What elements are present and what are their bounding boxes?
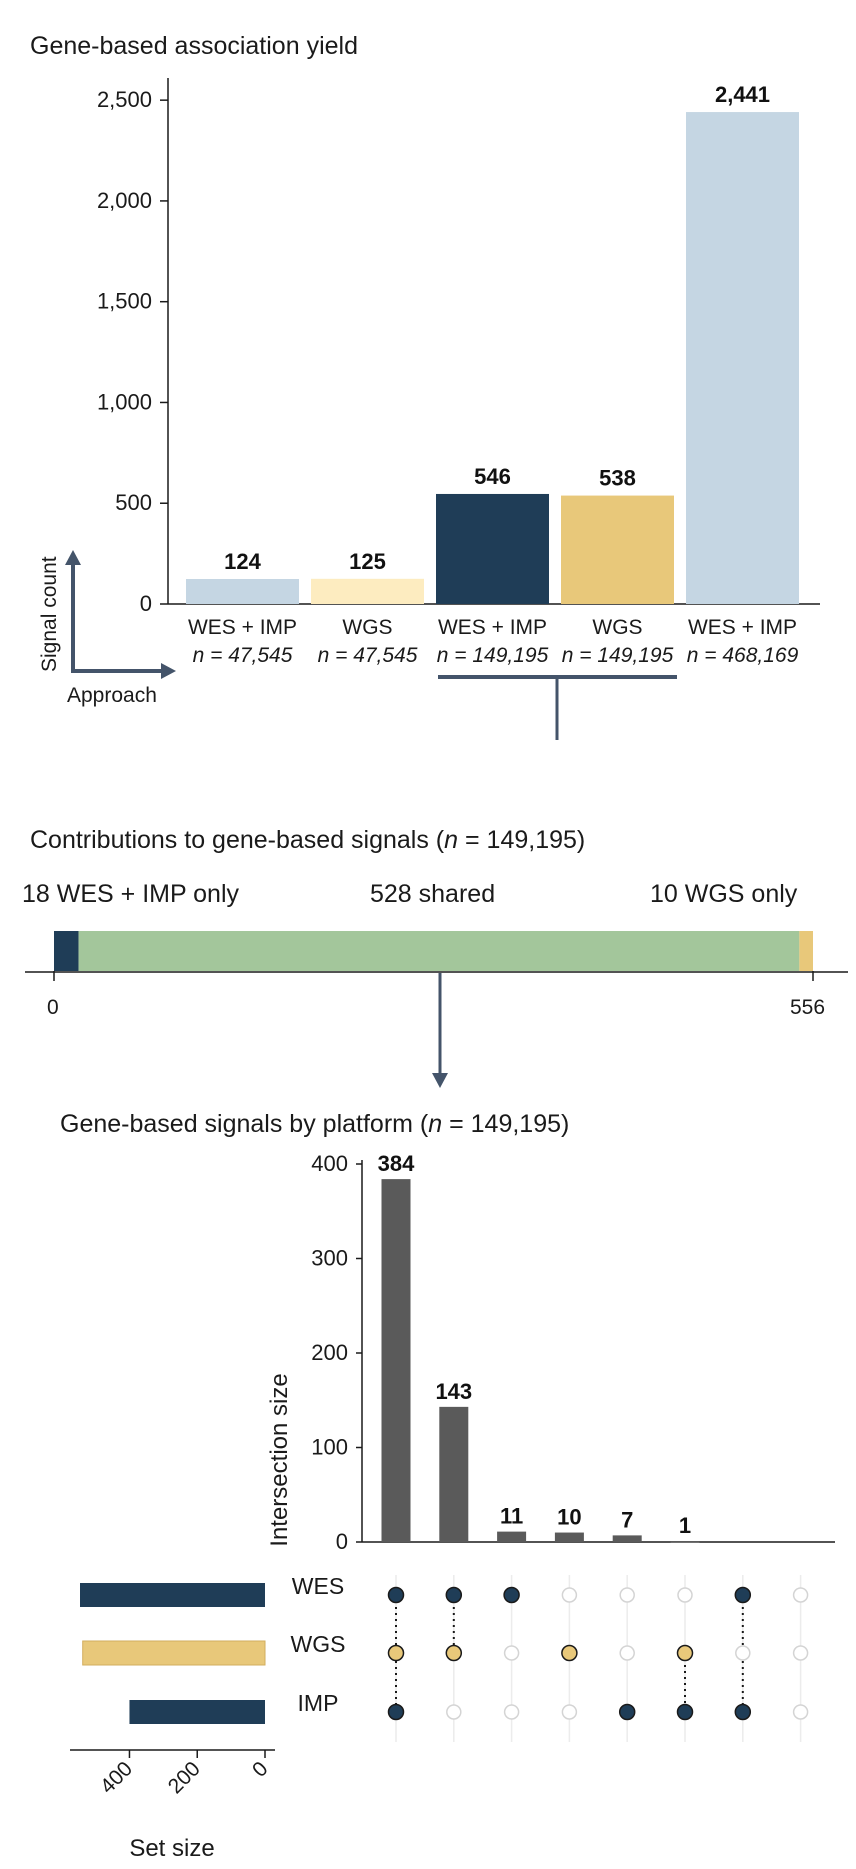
matrix-dot-empty: [561, 1587, 578, 1603]
category-label: WGS: [592, 616, 642, 639]
matrix-dot-empty: [619, 1645, 635, 1661]
matrix-dot-empty: [503, 1645, 520, 1661]
matrix-dot-filled: [387, 1586, 405, 1604]
yield-bar-value-label: 538: [599, 466, 636, 491]
upset-y-tick-label: 0: [336, 1529, 348, 1554]
matrix-dot-empty: [446, 1704, 462, 1720]
panel-a-title: Gene-based association yield: [30, 32, 358, 60]
intersection-bar: [612, 1535, 642, 1542]
contribution-segment: [78, 931, 800, 971]
contribution-stacked-bar: [25, 931, 848, 1088]
upset-y-tick-label: 300: [311, 1246, 348, 1271]
y-tick-label: 1,500: [97, 289, 152, 314]
matrix-dot-filled: [676, 1703, 694, 1721]
matrix-dot-filled: [445, 1586, 463, 1604]
set-size-bar: [80, 1583, 265, 1607]
arrowhead-up-icon: [65, 550, 81, 565]
wgs-only-label: 10 WGS only: [650, 880, 798, 908]
shared-label: 528 shared: [370, 880, 496, 908]
y-tick-label: 2,000: [97, 188, 152, 213]
matrix-dot-empty: [792, 1645, 809, 1661]
upset-y-tick-label: 100: [311, 1435, 348, 1460]
intersection-bar: [439, 1406, 469, 1542]
upset-y-tick-label: 200: [311, 1340, 348, 1365]
set-size-tick-label: 400: [96, 1757, 137, 1798]
intersection-value-label: 10: [557, 1505, 581, 1530]
matrix-dot-empty: [561, 1704, 578, 1720]
intersection-bar: [554, 1532, 584, 1542]
contribution-tick-start: 0: [47, 996, 59, 1019]
matrix-dot-filled: [618, 1703, 636, 1721]
matrix-dot-filled: [503, 1586, 520, 1604]
matrix-dot-empty: [503, 1704, 520, 1720]
matrix-dot-filled: [387, 1703, 405, 1721]
contribution-tick-end: 556: [790, 996, 826, 1019]
set-name-label: WGS: [291, 1631, 346, 1657]
category-sample-size: n = 47,545: [193, 644, 293, 667]
yield-bar-value-label: 124: [224, 549, 261, 574]
yield-bar: [311, 578, 424, 604]
matrix-dot-filled: [676, 1644, 694, 1662]
contribution-segment: [799, 931, 813, 971]
intersection-value-label: 384: [378, 1151, 415, 1176]
contribution-segment: [54, 931, 79, 971]
yield-bar-value-label: 546: [474, 464, 511, 489]
y-tick-label: 1,000: [97, 389, 152, 414]
yield-bar: [186, 579, 299, 604]
category-label: WES + IMP: [188, 616, 297, 639]
yield-bar-chart: 0 500 1,000 1,500 2,000 2,500 124 WES + IMP n = …: [38, 78, 820, 740]
category-sample-size: n = 149,195: [437, 644, 549, 667]
wes-imp-only-label: 18 WES + IMP only: [22, 880, 239, 908]
category-label: WGS: [342, 616, 392, 639]
category-sample-size: n = 149,195: [562, 644, 674, 667]
set-size-tick-label: 200: [164, 1757, 205, 1798]
upset-y-tick-label: 400: [311, 1151, 348, 1176]
intersection-value-label: 143: [435, 1379, 472, 1404]
set-size-tick-label: 0: [248, 1757, 273, 1782]
yield-bar-value-label: 2,441: [715, 82, 770, 107]
matrix-dot-filled: [734, 1703, 752, 1721]
y-tick-label: 0: [140, 591, 152, 616]
set-size-axis-title: Set size: [129, 1835, 214, 1862]
yield-bar: [686, 112, 799, 604]
arrowhead-down-icon: [432, 1073, 448, 1088]
matrix-dot-filled: [561, 1644, 578, 1662]
upset-y-axis-title: Intersection size: [266, 1373, 293, 1546]
y-tick-label: 500: [115, 490, 152, 515]
matrix-dot-empty: [735, 1645, 751, 1661]
matrix-dot-filled: [734, 1586, 752, 1604]
intersection-bar: [497, 1531, 527, 1542]
set-size-bar: [129, 1700, 265, 1724]
y-tick-label: 2,500: [97, 87, 152, 112]
matrix-dot-filled: [387, 1644, 405, 1662]
matrix-dot-empty: [792, 1704, 809, 1720]
intersection-bar: [670, 1541, 700, 1543]
category-sample-size: n = 468,169: [687, 644, 799, 667]
panel-c-title: Gene-based signals by platform (n = 149,…: [60, 1110, 570, 1138]
category-label: WES + IMP: [688, 616, 797, 639]
set-name-label: WES: [292, 1573, 344, 1599]
y-axis-title: Signal count: [38, 556, 61, 672]
intersection-bar: [381, 1179, 411, 1542]
panel-b-title: Contributions to gene-based signals (n =…: [30, 826, 586, 854]
matrix-dot-empty: [619, 1587, 635, 1603]
arrowhead-right-icon: [161, 663, 176, 679]
matrix-dot-filled: [445, 1644, 463, 1662]
matrix-dot-empty: [792, 1587, 809, 1603]
category-sample-size: n = 47,545: [318, 644, 418, 667]
category-label: WES + IMP: [438, 616, 547, 639]
intersection-value-label: 7: [621, 1507, 633, 1532]
intersection-value-label: 1: [679, 1513, 691, 1538]
yield-bar: [561, 495, 674, 604]
set-name-label: IMP: [298, 1690, 339, 1716]
intersection-value-label: 11: [500, 1504, 523, 1529]
set-size-bar: [82, 1640, 266, 1666]
x-axis-title: Approach: [67, 684, 157, 707]
yield-bar: [436, 493, 549, 604]
yield-bar-value-label: 125: [349, 549, 386, 574]
matrix-dot-empty: [677, 1587, 693, 1603]
